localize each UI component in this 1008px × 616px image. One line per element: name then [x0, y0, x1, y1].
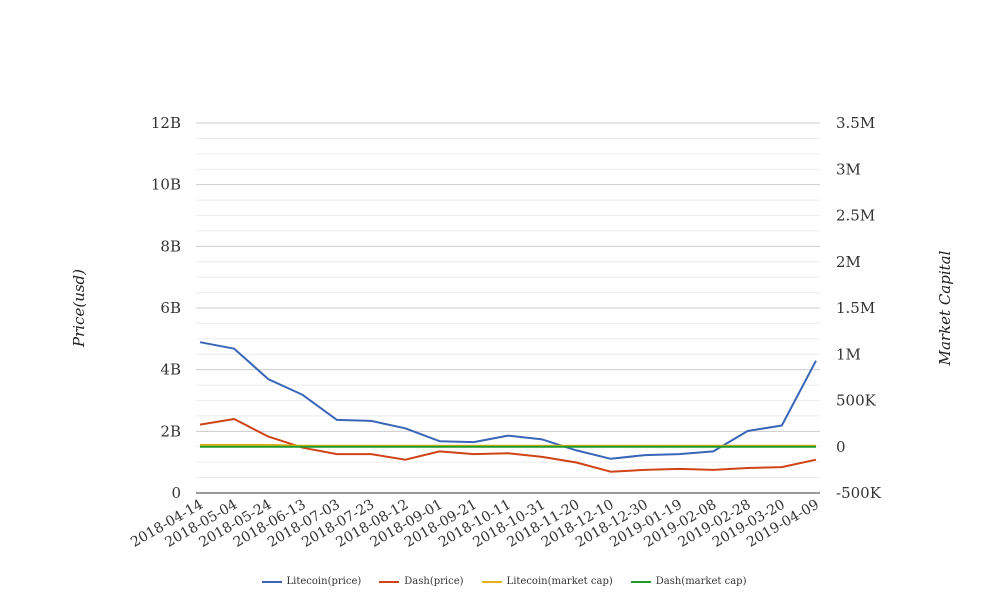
right-axis-ticks: -500K 0 500K 1M 1.5M 2M 2.5M 3M 3.5M [836, 114, 882, 502]
legend-item[interactable]: Litecoin(price) [261, 576, 362, 587]
y-tick-label: 2B [160, 422, 181, 440]
legend-swatch [261, 580, 282, 583]
y-tick-label: 8B [160, 237, 181, 255]
y-tick-label: 4B [160, 361, 181, 379]
legend-swatch [481, 580, 502, 583]
legend-label: Litecoin(market cap) [506, 576, 613, 587]
y-tick-label: 10B [151, 176, 181, 194]
legend-item[interactable]: Litecoin(market cap) [481, 576, 613, 587]
y2-tick-label: 3M [836, 160, 861, 178]
y2-tick-label: 500K [836, 392, 877, 410]
legend: Litecoin(price) Dash(price) Litecoin(marke… [0, 576, 1008, 587]
legend-label: Litecoin(price) [286, 576, 362, 587]
legend-label: Dash(price) [404, 576, 464, 587]
left-axis-ticks: 0 2B 4B 6B 8B 10B 12B [151, 114, 181, 502]
x-axis: 2018-04-142018-05-042018-05-242018-06-13… [128, 492, 822, 551]
series-line-0 [199, 341, 817, 460]
y-tick-label: 12B [151, 114, 181, 132]
y2-tick-label: 1M [836, 345, 861, 363]
legend-item[interactable]: Dash(market cap) [630, 576, 747, 587]
y-tick-label: 6B [160, 299, 181, 317]
y2-tick-label: 3.5M [836, 114, 875, 132]
y2-tick-label: -500K [836, 484, 882, 502]
legend-swatch [379, 580, 400, 583]
legend-item[interactable]: Dash(price) [379, 576, 464, 587]
y2-tick-label: 2.5M [836, 207, 875, 225]
y2-axis-title: Market Capital [936, 250, 954, 366]
y2-tick-label: 0 [836, 438, 846, 456]
grid-lines [196, 122, 820, 494]
legend-label: Dash(market cap) [655, 576, 747, 587]
y-axis-title: Price(usd) [70, 269, 88, 348]
legend-swatch [630, 580, 651, 583]
y2-tick-label: 1.5M [836, 299, 875, 317]
y-tick-label: 0 [171, 484, 181, 502]
series-lines [199, 341, 817, 473]
y2-tick-label: 2M [836, 253, 861, 271]
series-line-2 [200, 443, 816, 447]
